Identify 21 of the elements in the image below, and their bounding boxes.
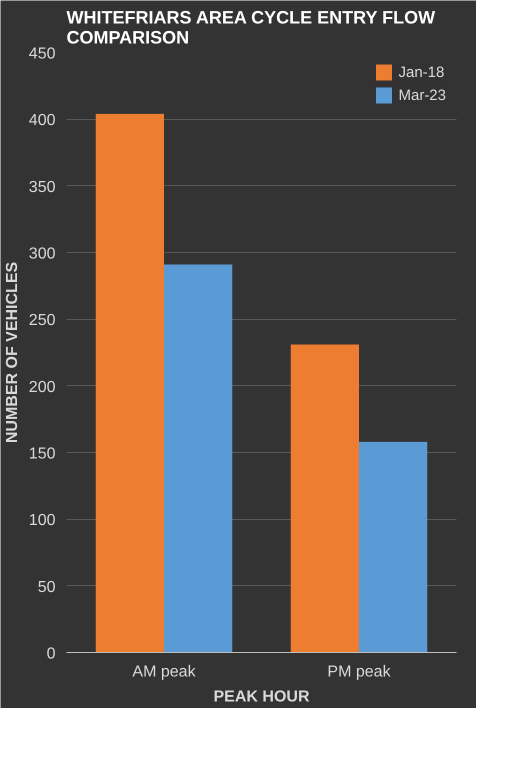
y-tick-label: 450 [28, 46, 56, 62]
y-tick-label: 200 [28, 378, 56, 396]
bar [359, 442, 428, 652]
y-tick-label: 50 [38, 578, 56, 596]
y-tick-label: 250 [28, 312, 56, 330]
chart-title: WHITEFRIARS AREA CYCLE ENTRY FLOW COMPARISON [66, 8, 436, 48]
y-axis-title: NUMBER OF VEHICLES [4, 262, 21, 444]
x-tick-label: AM peak [132, 664, 197, 680]
y-tick-label: 100 [28, 512, 56, 530]
y-tick-label: 300 [28, 246, 56, 262]
y-tick-label: 350 [28, 178, 56, 196]
bar [164, 264, 232, 652]
bar [290, 344, 359, 652]
x-axis-title: PEAK HOUR [213, 688, 310, 706]
y-tick-label: 150 [28, 446, 56, 462]
y-tick-label: 400 [28, 112, 56, 130]
legend-label: Mar-23 [398, 86, 446, 104]
legend-label: Jan-18 [398, 64, 444, 80]
y-tick-label: 0 [46, 646, 56, 662]
x-tick-label: PM peak [327, 664, 392, 680]
bar [96, 114, 164, 652]
